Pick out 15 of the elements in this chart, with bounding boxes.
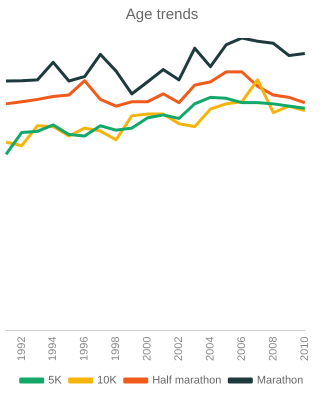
legend-label: 5K [48, 374, 62, 387]
x-tick-label: 1994 [47, 336, 60, 362]
legend-label: 10K [97, 374, 118, 387]
x-tick-label: 2008 [267, 336, 280, 362]
legend-label: Half marathon [152, 374, 222, 387]
x-tick-label: 2002 [173, 336, 186, 362]
legend-label: Marathon [256, 374, 304, 387]
chart-title: Age trends [126, 6, 198, 24]
x-tick-label: 2004 [204, 336, 216, 362]
x-tick-label: 1998 [110, 336, 122, 362]
x-tick-label: 1992 [16, 336, 28, 362]
x-tick-label: 2000 [142, 336, 154, 362]
x-tick-label: 1996 [78, 336, 91, 362]
x-tick-label: 2006 [236, 336, 248, 362]
x-tick-label: 2010 [298, 336, 311, 362]
